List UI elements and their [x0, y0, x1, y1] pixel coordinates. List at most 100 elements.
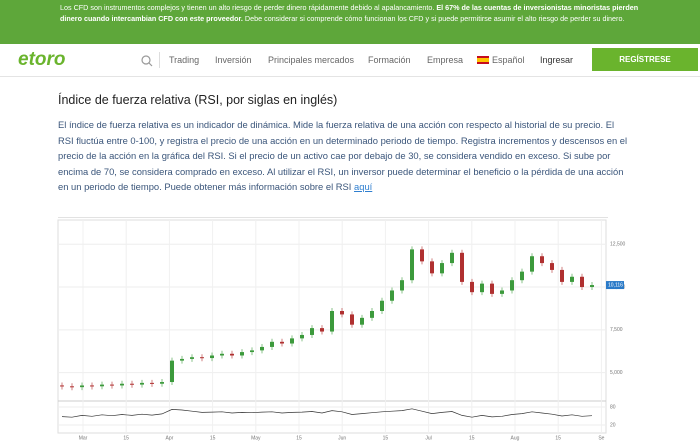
candle-body: [580, 276, 584, 288]
last-price-label: 10,116: [608, 282, 623, 288]
candle-body: [340, 311, 344, 315]
candle-body: [500, 290, 504, 294]
candle-body: [90, 385, 94, 387]
candle-body: [430, 261, 434, 274]
x-tick-label: 15: [296, 435, 302, 441]
candle-body: [70, 386, 74, 388]
candle-body: [80, 385, 84, 388]
x-tick-label: 15: [210, 435, 216, 441]
candle-body: [370, 311, 374, 318]
candle-body: [460, 252, 464, 282]
candle-body: [130, 383, 134, 385]
x-tick-label: 15: [469, 435, 475, 441]
link[interactable]: aquí: [354, 181, 373, 193]
candle-body: [410, 249, 414, 281]
candle-body: [510, 280, 514, 291]
candle-body: [330, 311, 334, 332]
separator: [58, 217, 608, 218]
flag-icon: [477, 56, 489, 64]
candle-body: [570, 276, 574, 282]
candle-body: [210, 355, 214, 359]
candle-body: [350, 314, 354, 325]
plot-frame: [57, 219, 607, 434]
divider: [159, 52, 160, 68]
candle-body: [480, 283, 484, 293]
candle-body: [520, 271, 524, 281]
candle-body: [120, 383, 124, 386]
x-tick-label: Mar: [79, 435, 88, 441]
candle-body: [190, 357, 194, 359]
candle-body: [280, 341, 284, 344]
rsi-tick-label: 80: [610, 404, 616, 410]
x-tick-label: 15: [123, 435, 129, 441]
candle-body: [400, 280, 404, 291]
candle-body: [290, 338, 294, 344]
nav-item[interactable]: Principales mercados: [268, 55, 355, 65]
nav-item[interactable]: Empresa: [427, 55, 464, 65]
x-tick-label: Apr: [166, 435, 174, 441]
candle-body: [540, 256, 544, 264]
candle-body: [100, 384, 104, 387]
y-tick-label: 5,000: [610, 370, 623, 376]
candle-body: [590, 285, 594, 288]
candle-body: [470, 281, 474, 293]
x-tick-label: 15: [383, 435, 389, 441]
candle-body: [230, 353, 234, 356]
logo[interactable]: etoro: [18, 49, 66, 70]
candle-body: [300, 334, 304, 339]
candle-body: [420, 249, 424, 262]
body-text: El índice de fuerza relativa es un indic…: [58, 119, 628, 193]
candle-body: [60, 385, 64, 387]
candle-body: [110, 384, 114, 386]
candle-body: [490, 283, 494, 294]
x-tick-label: 15: [555, 435, 561, 441]
candle-body: [160, 382, 164, 384]
y-tick-label: 12,500: [610, 242, 626, 248]
x-tick-label: Jul: [425, 435, 431, 441]
nav-item[interactable]: Formación: [368, 55, 411, 65]
candle-body: [560, 269, 564, 282]
candle-body: [240, 352, 244, 356]
candle-body: [390, 290, 394, 301]
candle-body: [440, 263, 444, 274]
candle-body: [270, 341, 274, 347]
candle-body: [200, 357, 204, 359]
language[interactable]: Español: [492, 55, 525, 65]
risk-banner: Los CFD son instrumentos complejos y tie…: [0, 0, 700, 44]
candle-body: [260, 346, 264, 351]
candle-body: [530, 256, 534, 272]
candle-body: [140, 382, 144, 385]
candle-body: [310, 328, 314, 335]
article-body: El índice de fuerza relativa es un indic…: [58, 117, 628, 195]
banner-text: Debe considerar si comprende cómo funcio…: [242, 13, 625, 23]
nav-bar: etoro Trading Inversión Principales merc…: [0, 44, 700, 77]
candle-body: [170, 360, 174, 383]
nav-item[interactable]: Inversión: [215, 55, 252, 65]
x-tick-label: Jun: [338, 435, 346, 441]
nav-item[interactable]: Trading: [169, 55, 200, 65]
y-tick-label: 7,500: [610, 327, 623, 333]
candle-body: [220, 353, 224, 356]
candle-body: [250, 350, 254, 353]
candle-body: [180, 358, 184, 361]
x-tick-label: Se: [598, 435, 604, 441]
candle-body: [320, 328, 324, 332]
rsi-tick-label: 20: [610, 422, 616, 428]
candle-body: [380, 300, 384, 311]
login[interactable]: Ingresar: [540, 55, 574, 65]
x-tick-label: Aug: [511, 435, 520, 441]
candle-body: [550, 263, 554, 270]
candle-body: [450, 252, 454, 264]
banner-text: Los CFD son instrumentos complejos y tie…: [60, 3, 437, 12]
search-icon[interactable]: [140, 54, 154, 68]
candle-body: [150, 382, 154, 384]
banner-bold: El 67% de las cuentas de inversionistas …: [60, 3, 639, 23]
article-title: Índice de fuerza relativa (RSI, por sigl…: [58, 93, 338, 107]
register-button[interactable]: REGÍSTRESE: [592, 48, 698, 71]
rsi-line: [61, 408, 593, 418]
last-price-box: [606, 281, 624, 290]
candle-body: [360, 317, 364, 325]
x-tick-label: May: [251, 435, 261, 441]
